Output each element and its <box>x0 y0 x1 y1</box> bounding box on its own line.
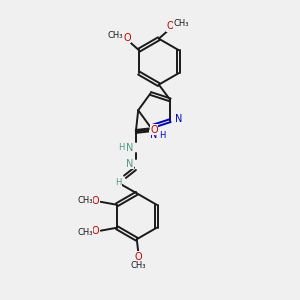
Text: CH₃: CH₃ <box>174 20 189 28</box>
Text: O: O <box>150 125 158 135</box>
Text: H: H <box>118 143 124 152</box>
Text: N: N <box>126 142 133 153</box>
Text: H: H <box>160 131 166 140</box>
Text: H: H <box>115 178 122 187</box>
Text: O: O <box>123 33 131 43</box>
Text: O: O <box>134 252 142 262</box>
Text: O: O <box>92 196 100 206</box>
Text: CH₃: CH₃ <box>77 196 93 205</box>
Text: CH₃: CH₃ <box>108 31 123 40</box>
Text: N: N <box>175 114 182 124</box>
Text: O: O <box>92 226 100 236</box>
Text: CH₃: CH₃ <box>130 261 146 270</box>
Text: N: N <box>150 130 157 140</box>
Text: N: N <box>126 159 133 169</box>
Text: O: O <box>167 21 174 31</box>
Text: CH₃: CH₃ <box>77 228 93 237</box>
